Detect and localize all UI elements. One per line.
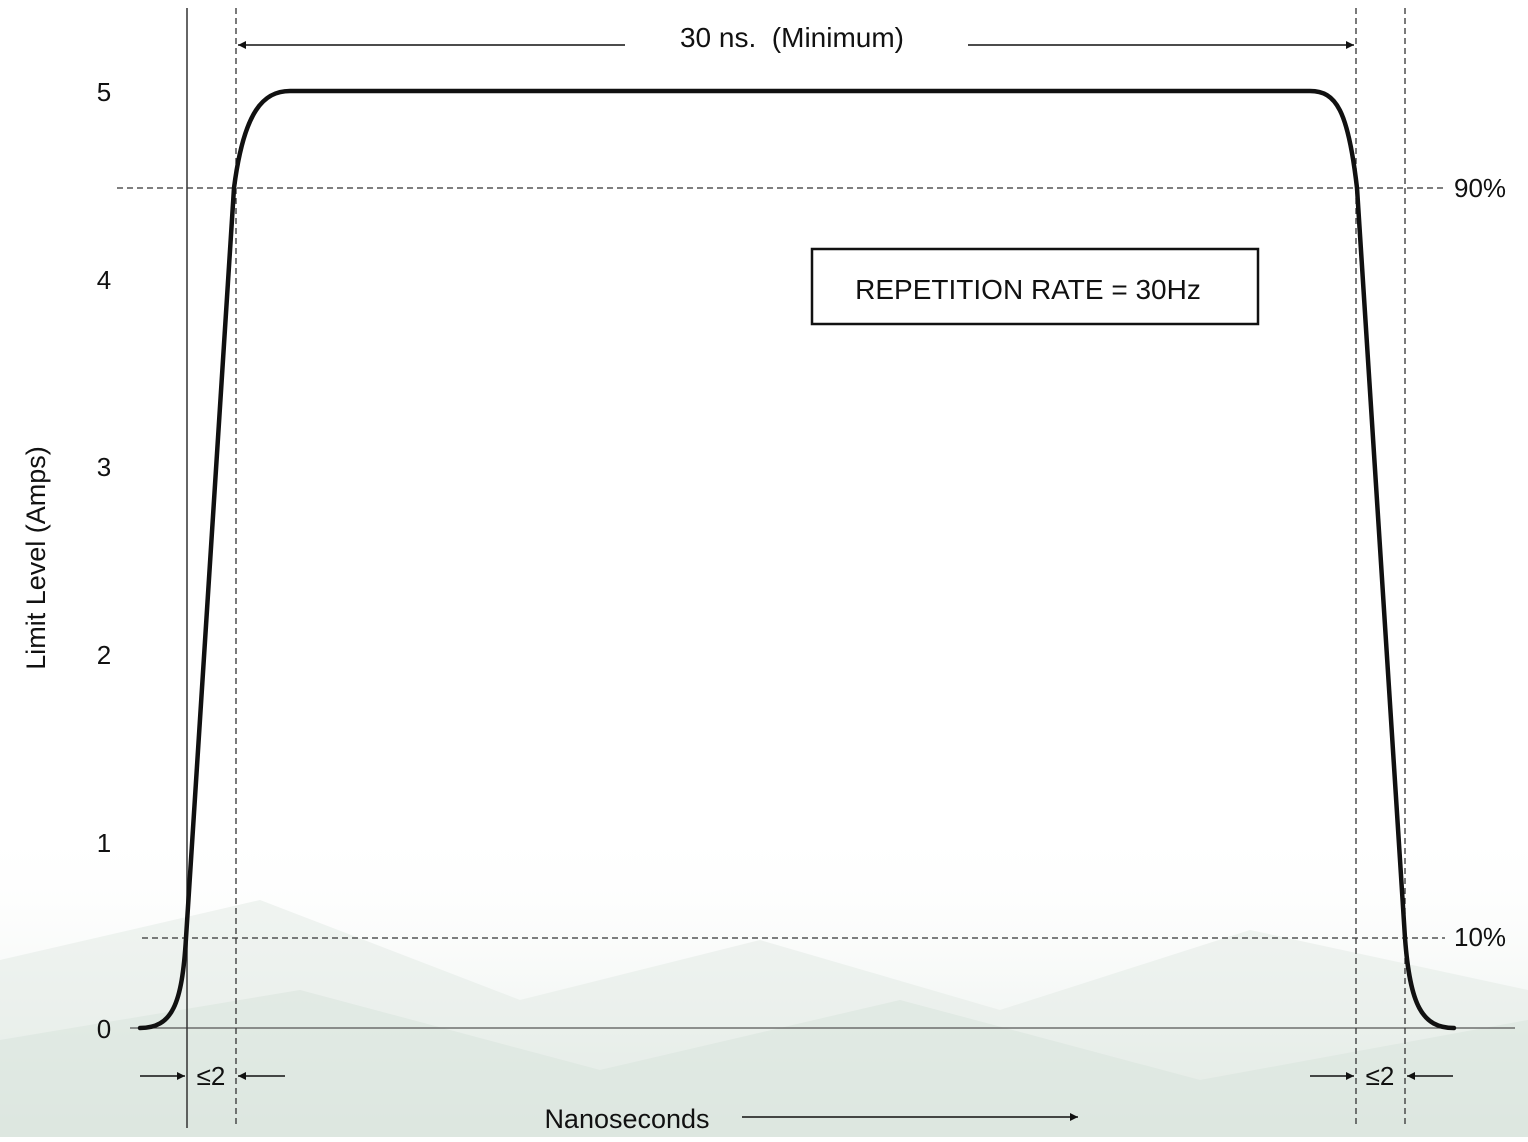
y-tick-labels: 0 1 2 3 4 5	[97, 77, 111, 1044]
y-tick-5: 5	[97, 77, 111, 107]
y-tick-0: 0	[97, 1014, 111, 1044]
fall-time-label: ≤2	[1366, 1061, 1395, 1091]
threshold-10-label: 10%	[1454, 922, 1506, 952]
background-texture	[0, 820, 1528, 1137]
y-tick-4: 4	[97, 265, 111, 295]
y-axis-label: Limit Level (Amps)	[21, 446, 51, 670]
pulse-waveform	[137, 88, 1457, 1031]
y-tick-1: 1	[97, 828, 111, 858]
y-tick-3: 3	[97, 452, 111, 482]
pulse-width-label: 30 ns. (Minimum)	[680, 22, 904, 53]
y-tick-2: 2	[97, 640, 111, 670]
x-axis-label: Nanoseconds	[544, 1104, 709, 1134]
threshold-90-label: 90%	[1454, 173, 1506, 203]
rise-time-label: ≤2	[197, 1061, 226, 1091]
repetition-rate-box	[810, 247, 1260, 326]
repetition-rate-label: REPETITION RATE = 30Hz	[855, 274, 1201, 305]
